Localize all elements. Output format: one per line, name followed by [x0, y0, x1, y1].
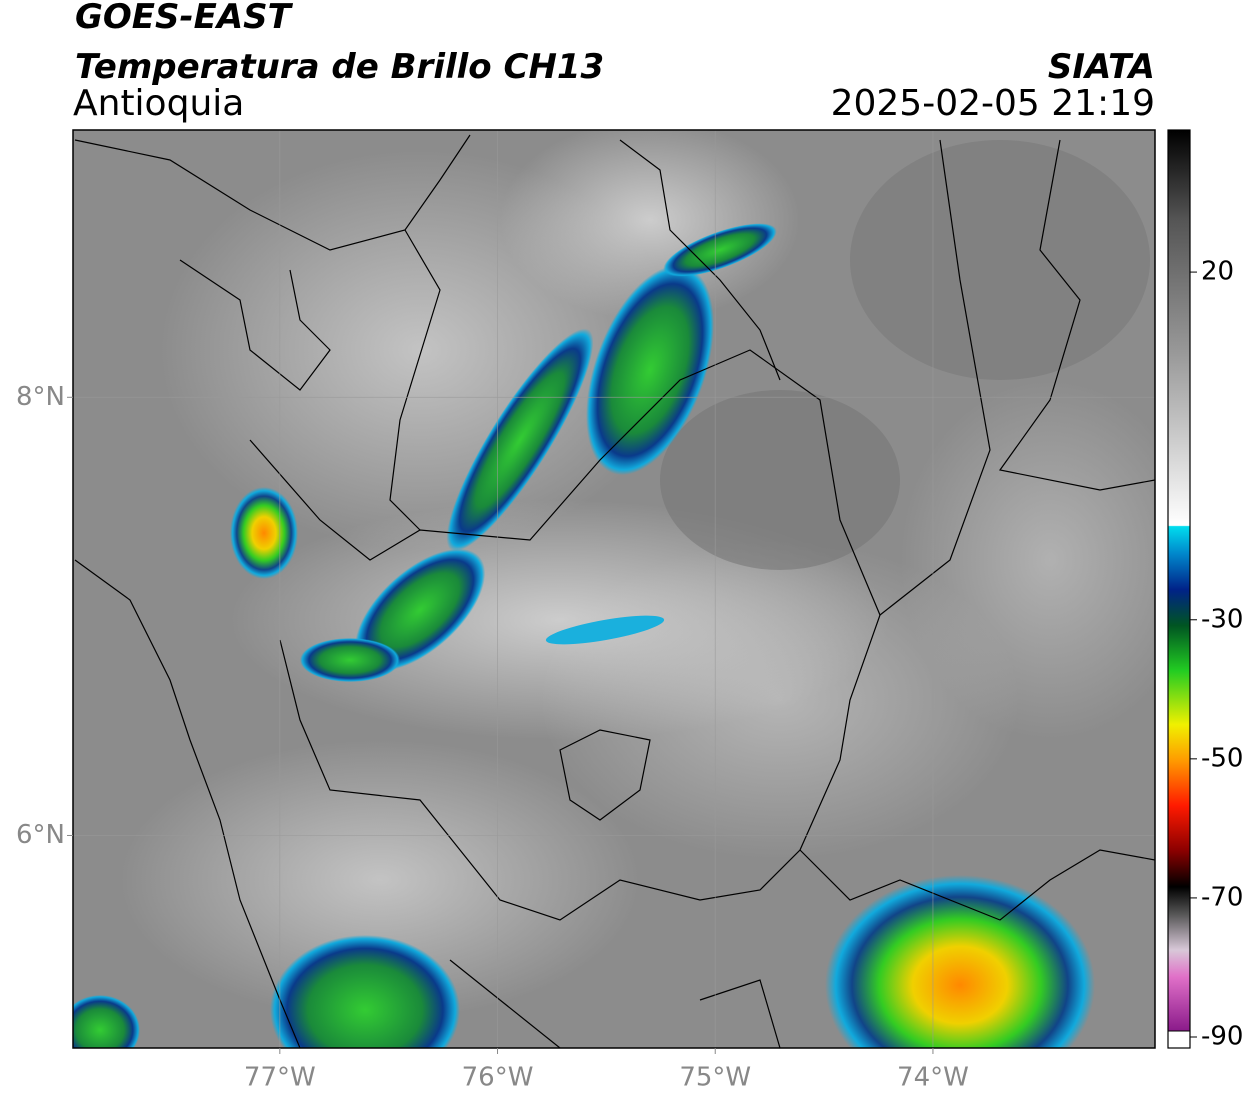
colorbar-tick-label: -50: [1201, 743, 1243, 773]
colorbar-under: [1167, 1030, 1191, 1049]
x-tick-label: 74°W: [897, 1063, 969, 1093]
colorbar-tick-label: -90: [1201, 1022, 1243, 1052]
datetime: 2025-02-05 21:19: [831, 83, 1155, 124]
y-tick-label: 6°N: [16, 820, 65, 850]
title: GOES-EAST: [75, 0, 294, 37]
x-tick-label: 75°W: [679, 1063, 751, 1093]
satellite-image: [73, 130, 1155, 1048]
source: SIATA: [1048, 47, 1155, 87]
colorbar-tick-label: -30: [1201, 604, 1243, 634]
map-frame: [72, 129, 1156, 1049]
colorbar-frame: [1167, 129, 1191, 1049]
region: Antioquia: [73, 83, 244, 124]
subtitle: Temperatura de Brillo CH13: [75, 47, 604, 87]
y-tick-label: 8°N: [16, 382, 65, 412]
x-tick-label: 77°W: [244, 1063, 316, 1093]
graticule: [73, 130, 1155, 1048]
x-tick-label: 76°W: [462, 1063, 534, 1093]
colorbar-tick-label: 20: [1201, 257, 1234, 287]
colorbar-tick-label: -70: [1201, 882, 1243, 912]
colorbar: [1168, 130, 1190, 1031]
